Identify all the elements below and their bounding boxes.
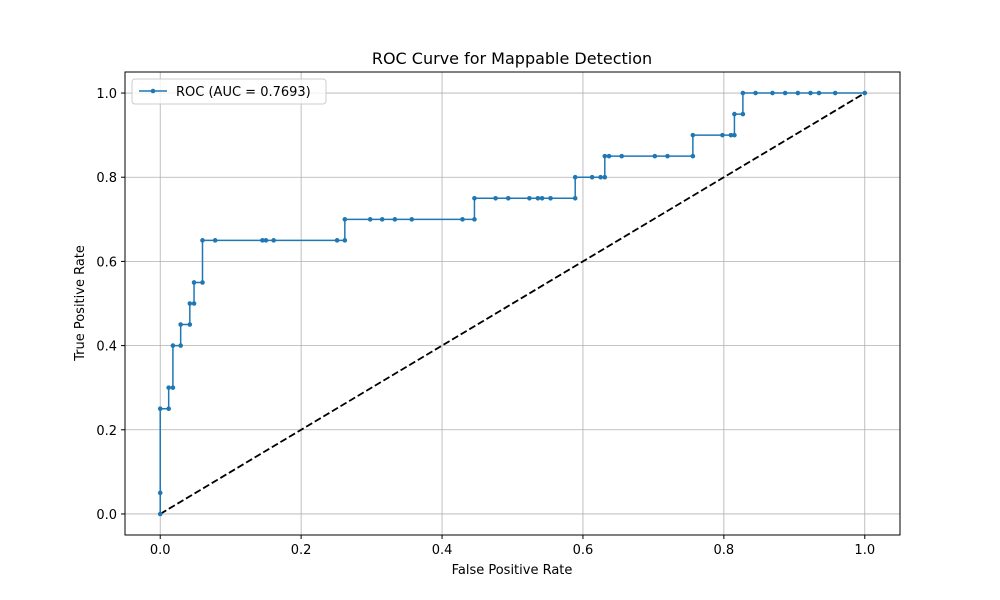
y-tick-label: 0.6 xyxy=(96,255,117,270)
x-axis-title: False Positive Rate xyxy=(452,563,573,578)
roc-point xyxy=(535,195,541,201)
axis-ticks: 0.0 0.2 0.4 0.6 0.8 1.0 0.0 0.2 0.4 0.6 0.8 1.0 xyxy=(96,87,875,558)
roc-point xyxy=(178,322,183,327)
roc-point xyxy=(166,385,171,390)
x-tick-label: 1.0 xyxy=(854,543,875,558)
roc-point xyxy=(472,195,477,201)
roc-point xyxy=(212,238,218,243)
chart-title: ROC Curve for Mappable Detection xyxy=(372,49,652,68)
roc-point xyxy=(548,195,553,201)
roc-point xyxy=(200,280,205,285)
roc-point xyxy=(166,406,171,412)
legend-box xyxy=(131,78,327,105)
roc-point xyxy=(505,195,511,201)
roc-point xyxy=(379,217,385,222)
roc-point xyxy=(409,217,415,222)
roc-point xyxy=(606,153,612,159)
x-tick-label: 0.2 xyxy=(291,543,312,558)
plot-frame xyxy=(124,71,901,536)
grid-lines xyxy=(125,72,900,535)
roc-point xyxy=(260,238,265,243)
y-tick-label: 0.4 xyxy=(96,340,117,355)
x-tick-label: 0.4 xyxy=(432,543,453,558)
roc-point xyxy=(472,217,477,222)
roc-point xyxy=(263,238,269,243)
roc-point xyxy=(808,90,813,96)
roc-point xyxy=(740,90,746,96)
roc-point xyxy=(493,195,498,201)
roc-point xyxy=(271,238,276,243)
roc-point xyxy=(732,132,737,138)
roc-point xyxy=(619,153,624,159)
roc-point xyxy=(157,406,163,412)
roc-point xyxy=(367,217,373,222)
roc-point xyxy=(770,90,775,96)
roc-point xyxy=(732,111,737,117)
roc-point xyxy=(665,153,670,159)
roc-point xyxy=(191,280,197,285)
roc-point xyxy=(795,90,801,96)
x-tick-label: 0.6 xyxy=(573,543,594,558)
roc-point xyxy=(539,195,545,201)
roc-point xyxy=(652,153,658,159)
roc-point xyxy=(334,238,340,243)
roc-point xyxy=(690,153,696,159)
roc-point xyxy=(602,153,608,159)
roc-point xyxy=(178,343,183,348)
roc-point xyxy=(816,90,822,96)
roc-point xyxy=(572,174,578,180)
legend: ROC (AUC = 0.7693) xyxy=(131,78,327,105)
random-classifier-line xyxy=(159,92,866,515)
roc-point xyxy=(862,90,868,96)
roc-point xyxy=(200,238,205,243)
roc-point xyxy=(170,385,176,390)
roc-point xyxy=(720,132,725,138)
roc-point xyxy=(170,343,176,348)
roc-point xyxy=(728,132,734,138)
roc-point xyxy=(690,132,696,138)
y-tick-label: 0.2 xyxy=(96,424,117,439)
roc-point xyxy=(527,195,532,201)
roc-point xyxy=(753,90,758,96)
roc-point xyxy=(187,322,193,327)
roc-point xyxy=(598,174,603,180)
y-tick-label: 0.0 xyxy=(96,508,117,523)
x-tick-label: 0.8 xyxy=(714,543,735,558)
legend-label: ROC (AUC = 0.7693) xyxy=(176,85,311,100)
roc-point xyxy=(187,301,193,306)
roc-point xyxy=(740,111,746,117)
roc-point xyxy=(832,90,838,96)
series-layer xyxy=(157,90,868,517)
roc-point xyxy=(602,174,608,180)
y-axis-title: True Positive Rate xyxy=(73,245,88,362)
roc-point xyxy=(572,195,578,201)
legend-marker-sample xyxy=(150,88,156,94)
x-tick-label: 0.0 xyxy=(150,543,171,558)
roc-point xyxy=(342,217,348,222)
roc-point xyxy=(191,301,197,306)
roc-point xyxy=(157,511,163,517)
roc-point xyxy=(392,217,398,222)
roc-point xyxy=(782,90,788,96)
roc-point xyxy=(342,238,348,243)
roc-point xyxy=(157,490,163,496)
y-tick-label: 1.0 xyxy=(96,87,117,102)
y-tick-label: 0.8 xyxy=(96,171,117,186)
roc-point xyxy=(460,217,465,222)
roc-point xyxy=(589,174,595,180)
